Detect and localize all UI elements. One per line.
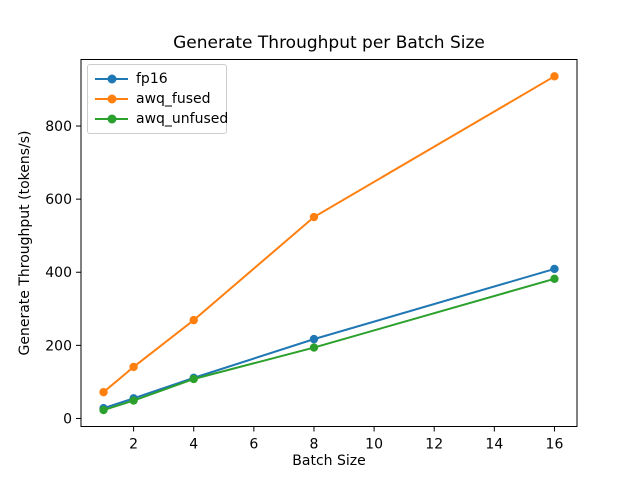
data-point-awq_fused: [99, 387, 108, 397]
data-point-awq_fused: [550, 72, 559, 81]
data-point-awq_unfused: [99, 405, 108, 415]
y-axis-label: Generate Throughput (tokens/s): [17, 130, 33, 356]
legend-label: awq_unfused: [136, 111, 229, 127]
x-tick-label: 10: [365, 437, 383, 453]
data-point-awq_fused: [129, 362, 138, 372]
legend-item-awq-fused: awq_fused: [95, 89, 218, 109]
x-tick-label: 8: [310, 437, 319, 453]
x-tick-label: 16: [546, 437, 564, 453]
x-tick-label: 14: [485, 437, 503, 453]
data-point-awq_unfused: [309, 343, 319, 352]
legend-item-fp16: fp16: [95, 69, 218, 89]
y-tick-label: 800: [45, 119, 72, 135]
data-point-awq_unfused: [189, 374, 198, 384]
data-point-awq_unfused: [129, 396, 138, 405]
data-point-fp16: [309, 334, 319, 344]
y-tick-label: 200: [45, 338, 72, 354]
legend-label: fp16: [136, 71, 168, 87]
axes-border: [80, 59, 578, 427]
legend-line-marker-swatch: [95, 72, 128, 86]
legend-line-marker-swatch: [95, 112, 128, 126]
x-tick-label: 2: [129, 437, 138, 453]
series-line-awq_unfused: [102, 277, 556, 412]
x-tick-label: 12: [425, 437, 443, 453]
legend-line-marker-swatch: [95, 92, 128, 106]
data-point-fp16: [550, 264, 559, 274]
legend-item-awq-unfused: awq_unfused: [95, 109, 228, 129]
data-point-awq_fused: [189, 315, 198, 325]
chart-title: Generate Throughput per Batch Size: [173, 33, 485, 53]
y-tick-label: 400: [45, 265, 72, 281]
legend: fp16 awq_fused awq_unfused: [87, 64, 228, 134]
data-point-awq_unfused: [550, 274, 559, 284]
y-tick-label: 600: [45, 192, 72, 208]
y-tick-label: 0: [63, 411, 72, 427]
x-tick-label: 6: [249, 437, 258, 453]
data-point-awq_fused: [309, 212, 319, 222]
x-axis-label: Batch Size: [292, 453, 366, 469]
x-tick-label: 4: [189, 437, 198, 453]
legend-label: awq_fused: [136, 91, 211, 107]
